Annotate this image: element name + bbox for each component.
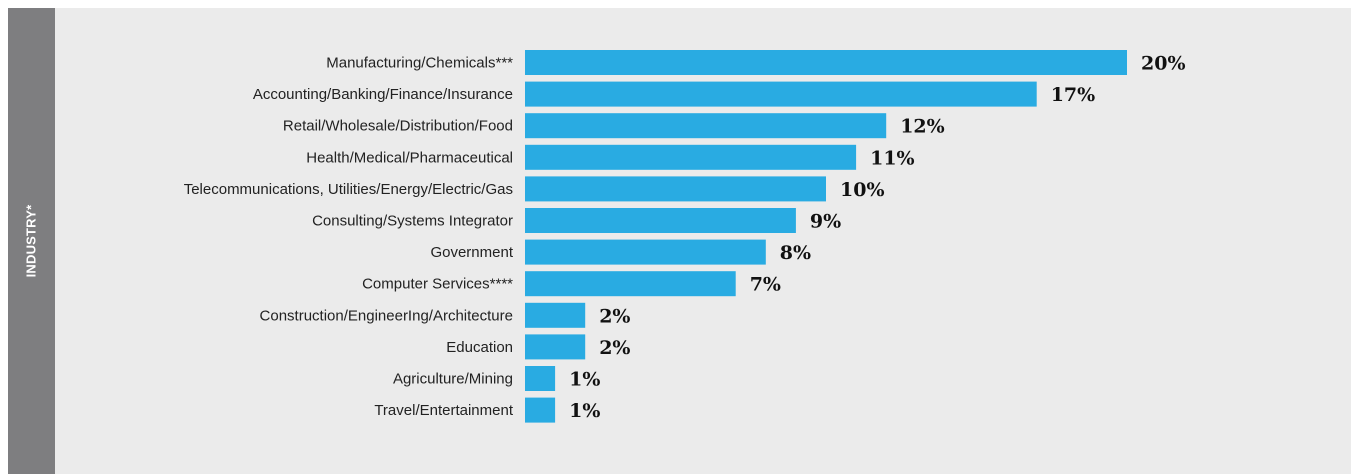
value-label: 8% [780, 242, 811, 264]
category-label: Computer Services**** [362, 276, 513, 293]
bar [525, 239, 766, 265]
value-label: 2% [599, 337, 630, 359]
bar [525, 397, 556, 423]
bar [525, 144, 857, 170]
bar [525, 113, 887, 139]
category-label: Consulting/Systems Integrator [312, 213, 513, 230]
value-label: 11% [870, 147, 915, 169]
bar [525, 334, 586, 360]
value-label: 1% [569, 369, 600, 391]
category-label: Government [430, 244, 513, 261]
value-label: 1% [569, 400, 600, 422]
category-label: Travel/Entertainment [374, 402, 514, 419]
value-label: 17% [1051, 84, 1096, 106]
category-label: Agriculture/Mining [393, 371, 513, 388]
category-strip [8, 8, 55, 474]
category-label: Accounting/Banking/Finance/Insurance [253, 86, 513, 103]
bar [525, 302, 586, 328]
bar [525, 50, 1127, 75]
category-label: Telecommunications, Utilities/Energy/Ele… [184, 181, 513, 198]
value-label: 7% [750, 274, 781, 296]
bar [525, 176, 826, 202]
bar [525, 81, 1037, 107]
category-label: Retail/Wholesale/Distribution/Food [283, 118, 513, 135]
bar [525, 208, 796, 233]
value-label: 9% [810, 211, 841, 233]
value-label: 10% [840, 179, 885, 201]
category-label: Health/Medical/Pharmaceutical [306, 149, 513, 166]
bar [525, 271, 736, 297]
value-label: 20% [1141, 53, 1186, 75]
category-label: Manufacturing/Chemicals*** [326, 55, 513, 72]
category-label: Construction/EngineerIng/Architecture [260, 307, 513, 324]
value-label: 12% [900, 116, 945, 138]
value-label: 2% [599, 305, 630, 327]
category-label: Education [446, 339, 513, 356]
bar [525, 366, 556, 391]
